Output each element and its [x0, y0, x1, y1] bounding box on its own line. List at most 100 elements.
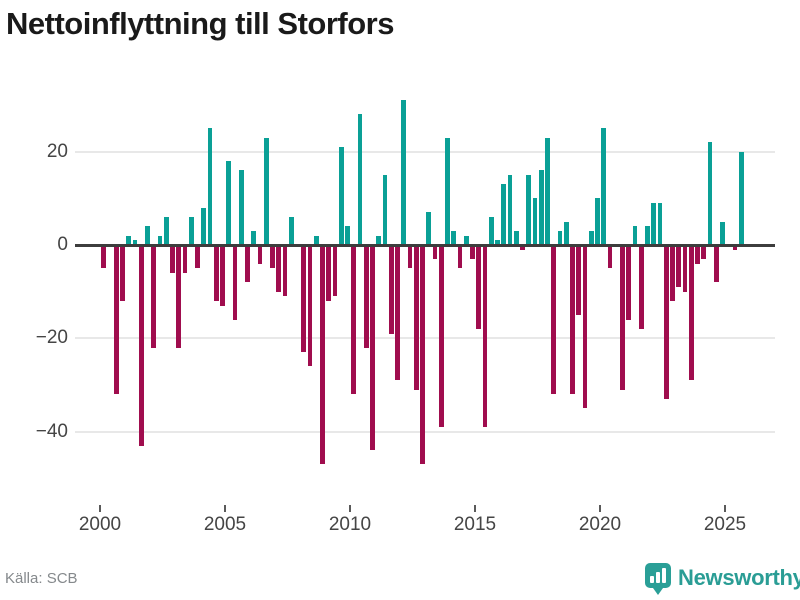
chart-bar — [263, 137, 269, 245]
chart-bar — [426, 212, 432, 245]
logo-bar-chart-icon — [650, 576, 654, 583]
chart-bar — [595, 198, 600, 245]
chart-bar — [151, 245, 157, 348]
chart-bar — [182, 245, 188, 273]
chart-bar — [288, 217, 294, 245]
chart-bar — [526, 175, 532, 245]
page-title: Nettoinflyttning till Storfors — [6, 6, 394, 41]
chart-bar — [307, 245, 313, 367]
chart-bar — [195, 245, 200, 269]
chart-bar — [632, 226, 638, 245]
logo-pin-tip — [653, 588, 663, 595]
chart-bar — [207, 128, 213, 245]
chart-bar — [370, 245, 375, 451]
chart-bar — [476, 245, 482, 329]
chart-bar — [563, 221, 569, 245]
chart-bar — [376, 235, 382, 245]
chart-bar — [707, 142, 713, 245]
chart-bar — [282, 245, 288, 297]
chart-bar — [413, 245, 419, 390]
chart-bar — [607, 245, 613, 269]
chart-bar — [432, 245, 438, 259]
newsworthy-logo: Newsworthy — [645, 562, 800, 596]
chart-bar — [113, 245, 119, 395]
chart-bar — [420, 245, 425, 465]
chart-bar — [163, 217, 169, 245]
chart-bar — [220, 245, 225, 306]
gridline-y--40 — [75, 430, 775, 433]
x-axis-tick-mark — [474, 505, 476, 512]
chart-bar — [576, 245, 582, 315]
chart-bar — [538, 170, 544, 245]
chart-bar — [351, 245, 357, 395]
chart-bar — [232, 245, 238, 320]
chart-bar — [313, 235, 319, 245]
chart-bar — [482, 245, 488, 427]
chart-bar — [688, 245, 694, 381]
chart-bar — [401, 100, 407, 245]
chart-bar — [395, 245, 400, 381]
chart-bar — [545, 137, 550, 245]
chart-bar — [645, 226, 650, 245]
chart-bar — [382, 175, 388, 245]
chart-bar — [301, 245, 307, 353]
chart-bar — [138, 245, 144, 446]
chart-bar — [738, 151, 744, 245]
chart-bar — [170, 245, 175, 273]
chart-bar — [363, 245, 369, 348]
newsworthy-badge-icon — [645, 563, 671, 588]
chart-bar — [713, 245, 719, 283]
chart-bar — [145, 226, 150, 245]
x-axis-tick-mark — [349, 505, 351, 512]
y-axis-tick-label: −40 — [35, 420, 68, 442]
x-axis-tick-label: 2020 — [578, 514, 622, 535]
x-axis-tick-label: 2000 — [78, 514, 122, 535]
chart-bar — [257, 245, 263, 264]
chart-bar — [601, 128, 607, 245]
gridline-y--20 — [75, 337, 775, 340]
chart-bar — [357, 114, 363, 245]
chart-bar — [638, 245, 644, 329]
chart-bar — [720, 221, 725, 245]
chart-bar — [201, 207, 207, 245]
chart-bar — [388, 245, 394, 334]
zero-axis-line — [75, 243, 775, 247]
chart-bar — [695, 245, 700, 264]
chart-bar — [532, 198, 538, 245]
chart-bar — [670, 245, 675, 301]
chart-bar — [438, 245, 444, 427]
chart-bar — [457, 245, 463, 269]
x-axis-tick-label: 2010 — [328, 514, 372, 535]
chart-bar — [682, 245, 688, 292]
chart-bar — [238, 170, 244, 245]
chart-bar — [132, 240, 138, 245]
x-axis-tick-mark — [224, 505, 226, 512]
chart-bar — [620, 245, 625, 390]
chart-bar — [651, 203, 657, 245]
x-axis-tick-label: 2025 — [703, 514, 747, 535]
chart-bar — [157, 235, 163, 245]
chart-bar — [276, 245, 282, 292]
chart-bar — [520, 245, 525, 250]
chart-bar — [732, 245, 738, 250]
chart-bar — [501, 184, 507, 245]
chart-bar — [657, 203, 663, 245]
source-note: Källa: SCB — [5, 570, 78, 587]
chart-bar — [663, 245, 669, 399]
chart-bar — [551, 245, 557, 395]
y-axis-tick-label: −20 — [35, 327, 68, 349]
chart-bar — [326, 245, 332, 301]
chart-bar — [588, 231, 594, 245]
x-axis-tick-mark — [599, 505, 601, 512]
chart-bar — [226, 161, 232, 245]
x-axis-tick-label: 2005 — [203, 514, 247, 535]
chart-bar — [188, 217, 194, 245]
chart-bar — [320, 245, 325, 465]
y-axis-tick-label: 20 — [46, 140, 68, 162]
y-axis-tick-label: 0 — [57, 234, 68, 255]
chart-bar — [338, 147, 344, 245]
chart-bar — [570, 245, 575, 395]
chart-bar — [345, 226, 350, 245]
chart-bar — [626, 245, 632, 320]
